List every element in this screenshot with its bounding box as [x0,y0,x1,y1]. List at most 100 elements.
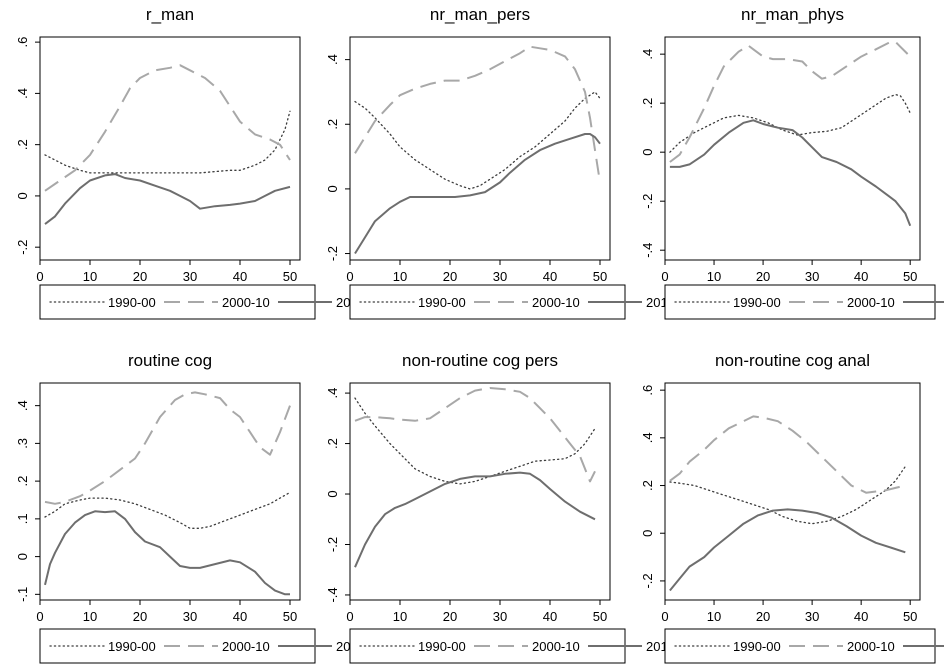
y-tick-label: .2 [325,119,340,130]
x-tick-label: 0 [346,609,353,624]
y-tick-label: 0 [325,185,340,192]
y-tick-label: .2 [640,480,655,491]
x-tick-label: 0 [36,609,43,624]
y-tick-label: .2 [640,98,655,109]
x-tick-label: 10 [393,609,407,624]
x-tick-label: 50 [593,269,607,284]
x-tick-label: 40 [543,269,557,284]
x-tick-label: 40 [543,609,557,624]
plot-frame [349,36,611,261]
y-tick-label: -.2 [325,246,340,261]
x-tick-label: 20 [756,609,770,624]
series-line-solid [354,133,601,255]
y-tick-label: .6 [640,385,655,396]
legend-label: 1990-00 [733,295,781,310]
x-tick-label: 50 [283,609,297,624]
x-tick-label: 20 [756,269,770,284]
series-line-dotted [354,397,596,485]
series-line-solid [669,508,906,592]
y-tick-label: 0 [15,192,30,199]
x-tick-label: 0 [36,269,43,284]
chart-panel-2: nr_man_pers 0 10 20 30 40 50 -.2 0 .2 .4 1990-00 200… [325,5,694,320]
x-tick-label: 30 [805,609,819,624]
x-tick-label: 30 [183,609,197,624]
y-tick-label: .4 [15,88,30,99]
x-tick-label: 10 [707,269,721,284]
x-tick-label: 20 [443,609,457,624]
y-tick-label: 0 [640,149,655,156]
chart-panel-1: r_man 0 10 20 30 40 50 -.2 0 .2 .4 .6 1990-00 2000-10… [15,5,384,320]
series-line-dashed [669,415,906,494]
panel-title: nr_man_pers [430,5,530,24]
series-line-dotted [669,465,906,525]
legend-label: 1990-00 [108,639,156,654]
y-tick-label: 0 [15,553,30,560]
y-tick-label: -.4 [640,243,655,258]
y-tick-label: .2 [325,438,340,449]
y-tick-label: .4 [640,49,655,60]
plot-frame [349,382,611,601]
panel-title: non-routine cog anal [715,351,870,370]
series-line-solid [44,173,291,225]
x-tick-label: 30 [493,269,507,284]
legend-label: 2000-10 [222,295,270,310]
series-line-solid [44,510,290,596]
y-tick-label: -.4 [325,587,340,602]
y-tick-label: .4 [325,388,340,399]
x-tick-label: 50 [283,269,297,284]
series-line-dashed [354,45,601,183]
series-line-dotted [354,91,601,190]
y-tick-label: .2 [15,476,30,487]
x-tick-label: 20 [133,609,147,624]
series-line-dashed [354,387,596,483]
y-tick-label: .4 [640,432,655,443]
legend-label: 2000-10 [847,295,895,310]
panel-title: routine cog [128,351,212,370]
legend-label: 1990-00 [733,639,781,654]
x-tick-label: 50 [593,609,607,624]
legend-label: 1990-00 [418,639,466,654]
series-line-dotted [44,110,291,174]
x-tick-label: 0 [661,269,668,284]
legend-label: 2000-10 [532,295,580,310]
y-tick-label: -.2 [640,573,655,588]
x-tick-label: 10 [393,269,407,284]
legend-label: 1990-00 [108,295,156,310]
chart-panel-5: non-routine cog pers 0 10 20 30 40 50 -.4 -.2 0 .2… [325,351,694,664]
y-tick-label: -.2 [640,194,655,209]
panel-title: r_man [146,5,194,24]
y-tick-label: 0 [640,530,655,537]
legend-label: 1990-00 [418,295,466,310]
x-tick-label: 10 [707,609,721,624]
x-tick-label: 40 [854,269,868,284]
legend-label: 2000-10 [532,639,580,654]
x-tick-label: 30 [183,269,197,284]
x-tick-label: 30 [805,269,819,284]
x-tick-label: 40 [233,609,247,624]
y-tick-label: .4 [325,54,340,65]
plot-frame [39,36,301,261]
x-tick-label: 0 [661,609,668,624]
x-tick-label: 10 [83,269,97,284]
x-tick-label: 50 [903,269,917,284]
panel-title: non-routine cog pers [402,351,558,370]
series-line-dashed [44,391,291,505]
x-tick-label: 10 [83,609,97,624]
y-tick-label: -.1 [15,587,30,602]
y-tick-label: .1 [15,513,30,524]
y-tick-label: .3 [15,438,30,449]
series-line-dotted [669,93,911,153]
plot-frame [664,36,921,261]
series-line-dashed [669,40,911,163]
x-tick-label: 20 [133,269,147,284]
y-tick-label: .6 [15,37,30,48]
y-tick-label: .2 [15,139,30,150]
x-tick-label: 40 [233,269,247,284]
